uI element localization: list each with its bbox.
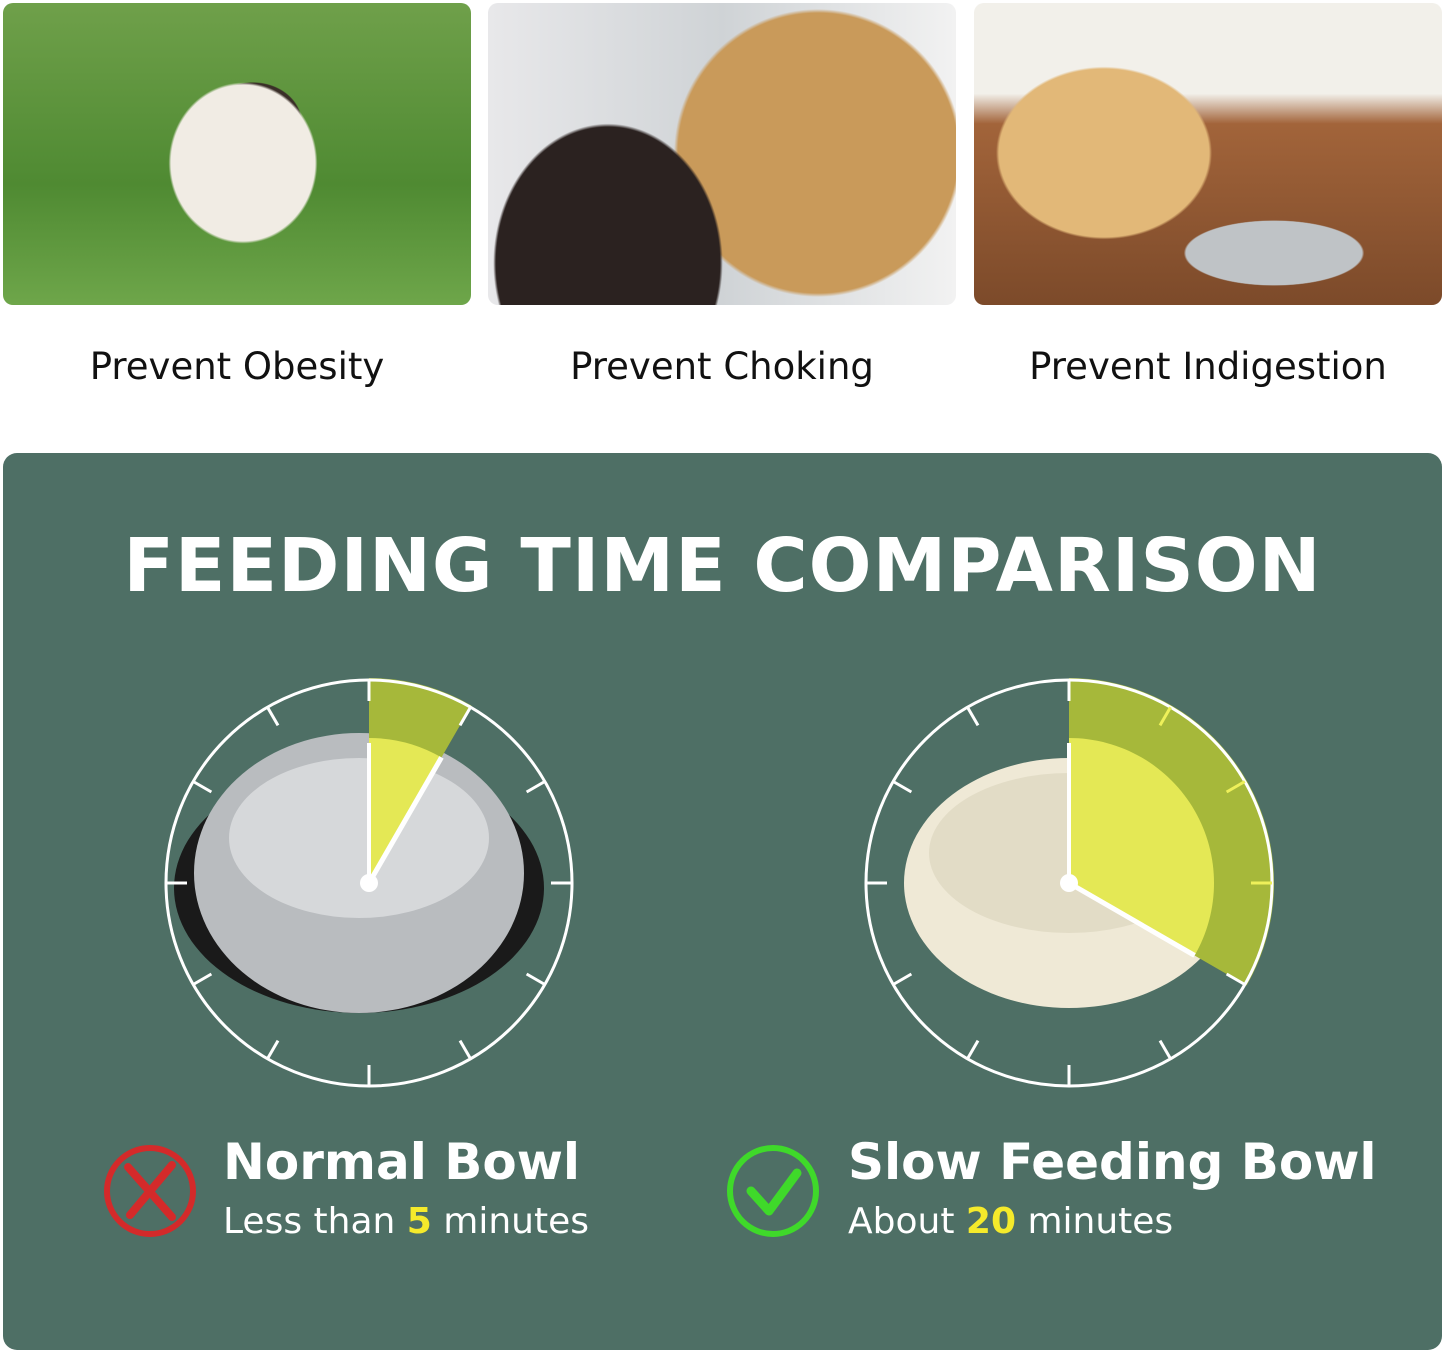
clock-tick bbox=[192, 780, 213, 794]
clock-tick bbox=[525, 972, 546, 986]
normal-bowl-time: Less than 5 minutes bbox=[223, 1201, 590, 1242]
minute-hand-end bbox=[366, 756, 444, 885]
clock-tick bbox=[192, 972, 213, 986]
clock-tick bbox=[966, 1039, 980, 1060]
pug-photo bbox=[3, 3, 471, 305]
labrador-photo bbox=[974, 3, 1442, 305]
slow-bowl-clock bbox=[864, 678, 1274, 1088]
red-x-icon bbox=[104, 1145, 196, 1237]
slow-minutes: 20 bbox=[965, 1201, 1016, 1242]
caption-choking: Prevent Choking bbox=[570, 345, 874, 388]
clock-tick bbox=[1225, 780, 1246, 794]
normal-bowl-name: Normal Bowl bbox=[223, 1133, 581, 1191]
green-check-icon bbox=[727, 1145, 819, 1237]
clock-tick bbox=[892, 972, 913, 986]
clock-center bbox=[360, 874, 378, 892]
clock-tick bbox=[525, 780, 546, 794]
clock-tick bbox=[266, 706, 280, 727]
clock-tick bbox=[1158, 1039, 1172, 1060]
slow-bowl-time: About 20 minutes bbox=[848, 1201, 1174, 1242]
steel-bowl-inner bbox=[229, 758, 489, 918]
clock-tick bbox=[1158, 706, 1172, 727]
clock-tick bbox=[458, 706, 472, 727]
normal-bowl-clock bbox=[164, 678, 574, 1088]
retriever-photo bbox=[488, 3, 956, 305]
caption-obesity: Prevent Obesity bbox=[89, 345, 385, 388]
clock-center bbox=[1060, 874, 1078, 892]
clock-tick bbox=[1225, 972, 1246, 986]
slow-bowl-name: Slow Feeding Bowl bbox=[848, 1133, 1377, 1191]
caption-indigestion: Prevent Indigestion bbox=[1029, 345, 1387, 388]
clock-tick bbox=[266, 1039, 280, 1060]
clock-tick bbox=[458, 1039, 472, 1060]
comparison-panel: FEEDING TIME COMPARISON Normal Bowl Less… bbox=[3, 453, 1442, 1350]
normal-minutes: 5 bbox=[406, 1201, 432, 1242]
comparison-title: FEEDING TIME COMPARISON bbox=[123, 523, 1322, 609]
clock-tick bbox=[966, 706, 980, 727]
clock-tick bbox=[892, 780, 913, 794]
minute-hand-end bbox=[1067, 880, 1196, 958]
